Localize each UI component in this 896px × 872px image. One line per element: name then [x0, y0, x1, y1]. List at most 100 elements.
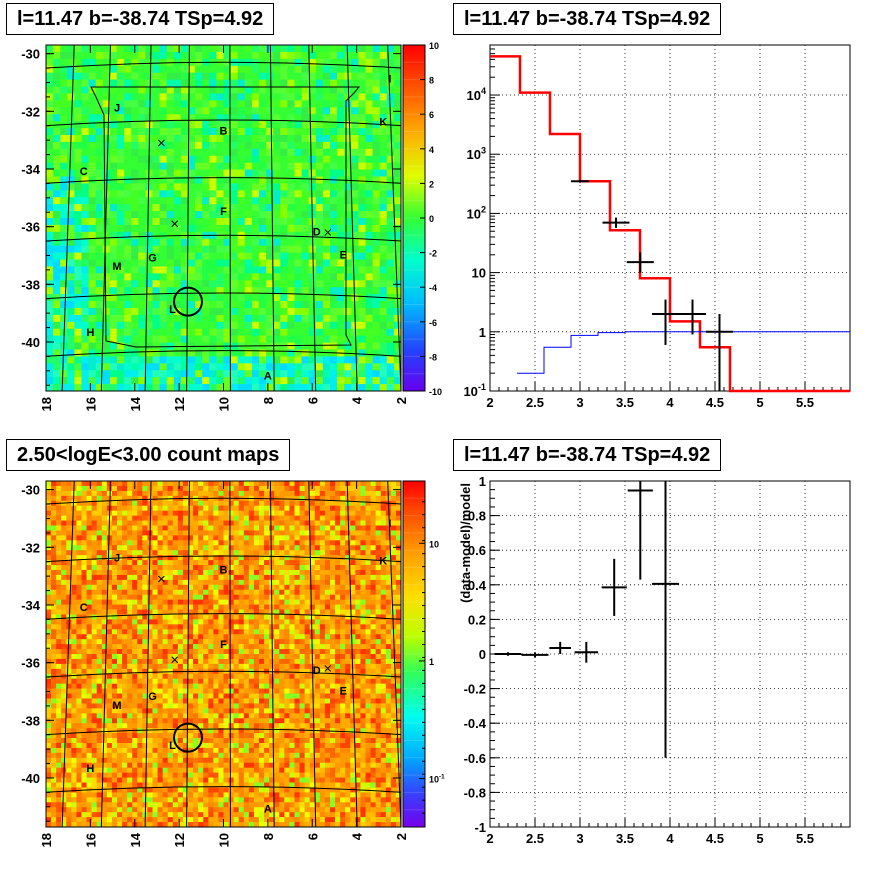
- map-pixels: [46, 45, 401, 391]
- y-tick-label: 102: [466, 205, 486, 222]
- x-tick-label: 16: [83, 833, 98, 847]
- x-tick-label: 4.5: [706, 831, 724, 846]
- x-tick-label: 12: [172, 833, 187, 847]
- grid-line-lon: [387, 481, 401, 827]
- x-tick-label: 6: [305, 833, 320, 840]
- y-tick-label: -34: [21, 162, 41, 177]
- x-tick-label: 10: [217, 833, 232, 847]
- y-tick-label: 10: [472, 266, 486, 281]
- source-label-b: B: [220, 564, 228, 576]
- y-tick-label: -30: [21, 47, 40, 62]
- x-tick-label: 12: [172, 397, 187, 411]
- x-tick-label: 3.5: [616, 831, 634, 846]
- y-tick-label: 0.2: [468, 612, 486, 627]
- x-tick-label: 2: [486, 831, 493, 846]
- x-tick-label: 14: [128, 832, 143, 847]
- x-tick-label: 4: [350, 396, 365, 404]
- colorbar: [403, 45, 425, 391]
- x-tick-label: 6: [305, 397, 320, 404]
- grid-line-lat: [46, 497, 401, 505]
- grid-line-lat: [46, 234, 401, 242]
- y-tick-label: -1: [474, 820, 486, 835]
- y-tick-label: -32: [21, 104, 40, 119]
- source-label-i: I: [388, 73, 391, 85]
- source-marker: [324, 229, 332, 236]
- x-tick-label: 4: [350, 832, 365, 840]
- grid-line-lat: [46, 119, 401, 127]
- y-tick-label: -40: [21, 771, 40, 786]
- colorbar-tick-label: 10: [429, 539, 439, 549]
- y-axis-label: (data-model)/model: [458, 483, 473, 603]
- source-label-a: A: [264, 370, 272, 382]
- source-label-f: F: [220, 639, 227, 651]
- source-marker: [324, 665, 332, 672]
- grid-line-lon: [308, 45, 317, 391]
- x-tick-label: 5.5: [796, 831, 814, 846]
- spectrum-panel: 2 2.5 3 3.5 4 4.5 5 5.5 10-1 1 10 102 103 104: [463, 44, 851, 410]
- colorbar-tick-label: -4: [429, 283, 437, 293]
- model-total-line: [490, 55, 850, 393]
- colorbar-tick-label: -6: [429, 318, 437, 328]
- x-tick-label: 2: [486, 395, 493, 410]
- colorbar-tick-label: 1: [429, 657, 434, 667]
- grid-line-lon: [229, 45, 231, 391]
- y-tick-label: -0.2: [464, 682, 486, 697]
- grid-line-lat: [46, 61, 401, 69]
- source-circle: [173, 722, 203, 753]
- colorbar-tick-label: -10: [429, 387, 442, 397]
- colorbar-tick-label: -8: [429, 352, 437, 362]
- source-label-c: C: [80, 602, 88, 614]
- x-tick-label: 3: [576, 831, 583, 846]
- y-tick-label: -36: [21, 220, 40, 235]
- grid-line-lat: [46, 786, 401, 793]
- grid-line-lon: [186, 481, 190, 827]
- source-label-k: K: [379, 556, 387, 568]
- source-label-h: H: [86, 327, 94, 339]
- x-tick-label: 18: [39, 397, 54, 411]
- grid-line-lon: [61, 481, 75, 827]
- source-marker: [158, 575, 165, 583]
- grid-line-lon: [229, 481, 231, 827]
- source-label-e: E: [340, 685, 347, 697]
- grid-line-lat: [46, 670, 401, 678]
- grid-line-lon: [346, 481, 358, 827]
- map-pixels: [46, 481, 401, 827]
- y-tick-label: -0.6: [464, 751, 486, 766]
- source-label-k: K: [379, 117, 387, 129]
- source-marker: [158, 139, 165, 147]
- coordinate-grid: [46, 45, 401, 391]
- y-tick-label: 104: [466, 86, 486, 103]
- colorbar-frame: [402, 480, 426, 828]
- colorbar-tick-label: 0: [429, 214, 434, 224]
- x-tick-label: 5.5: [796, 395, 814, 410]
- grid-line-lon: [308, 481, 317, 827]
- residual-map-panel: 18 16 14 12 10 8 6 4 2-30-32-34-36-38-40JBIKCFDE…: [21, 41, 442, 411]
- x-tick-label: 2: [394, 833, 409, 840]
- y-tick-label: 0.6: [468, 543, 486, 558]
- grid-line-lon: [269, 45, 275, 391]
- y-tick-label: -30: [21, 483, 40, 498]
- source-label-b: B: [220, 125, 228, 137]
- y-tick-label: -38: [21, 713, 40, 728]
- model-source-line: [517, 331, 850, 374]
- y-tick-label: 10-1: [463, 382, 486, 399]
- x-tick-label: 8: [261, 397, 276, 404]
- grid-line-lat: [46, 728, 401, 736]
- colorbar: [403, 481, 425, 827]
- y-tick-label: 103: [466, 145, 486, 162]
- source-label-l: L: [169, 740, 176, 752]
- coordinate-grid: [46, 481, 401, 827]
- source-label-f: F: [220, 206, 227, 218]
- x-tick-label: 14: [128, 396, 143, 411]
- x-tick-label: 5: [756, 831, 763, 846]
- colorbar-tick-label: 6: [429, 110, 434, 120]
- grid-line-lon: [100, 481, 111, 827]
- source-label-a: A: [264, 804, 272, 816]
- colorbar-tick-label: -2: [429, 249, 437, 259]
- grid-line-lat: [46, 350, 401, 357]
- source-label-c: C: [80, 166, 88, 178]
- source-circle: [173, 286, 203, 317]
- grid-line-lon: [346, 45, 358, 391]
- y-tick-label: -0.8: [464, 785, 486, 800]
- source-label-l: L: [169, 304, 176, 316]
